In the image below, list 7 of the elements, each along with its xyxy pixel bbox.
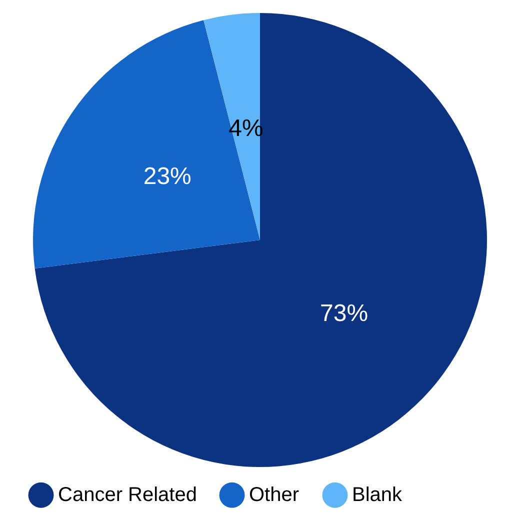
legend-label: Other <box>249 484 300 506</box>
legend-label: Blank <box>352 484 404 506</box>
data-label: 73% <box>320 300 368 328</box>
pie-slice <box>34 13 487 467</box>
legend-label: Cancer Related <box>58 484 197 506</box>
data-label: 4% <box>228 114 264 142</box>
data-label: 23% <box>143 163 192 190</box>
